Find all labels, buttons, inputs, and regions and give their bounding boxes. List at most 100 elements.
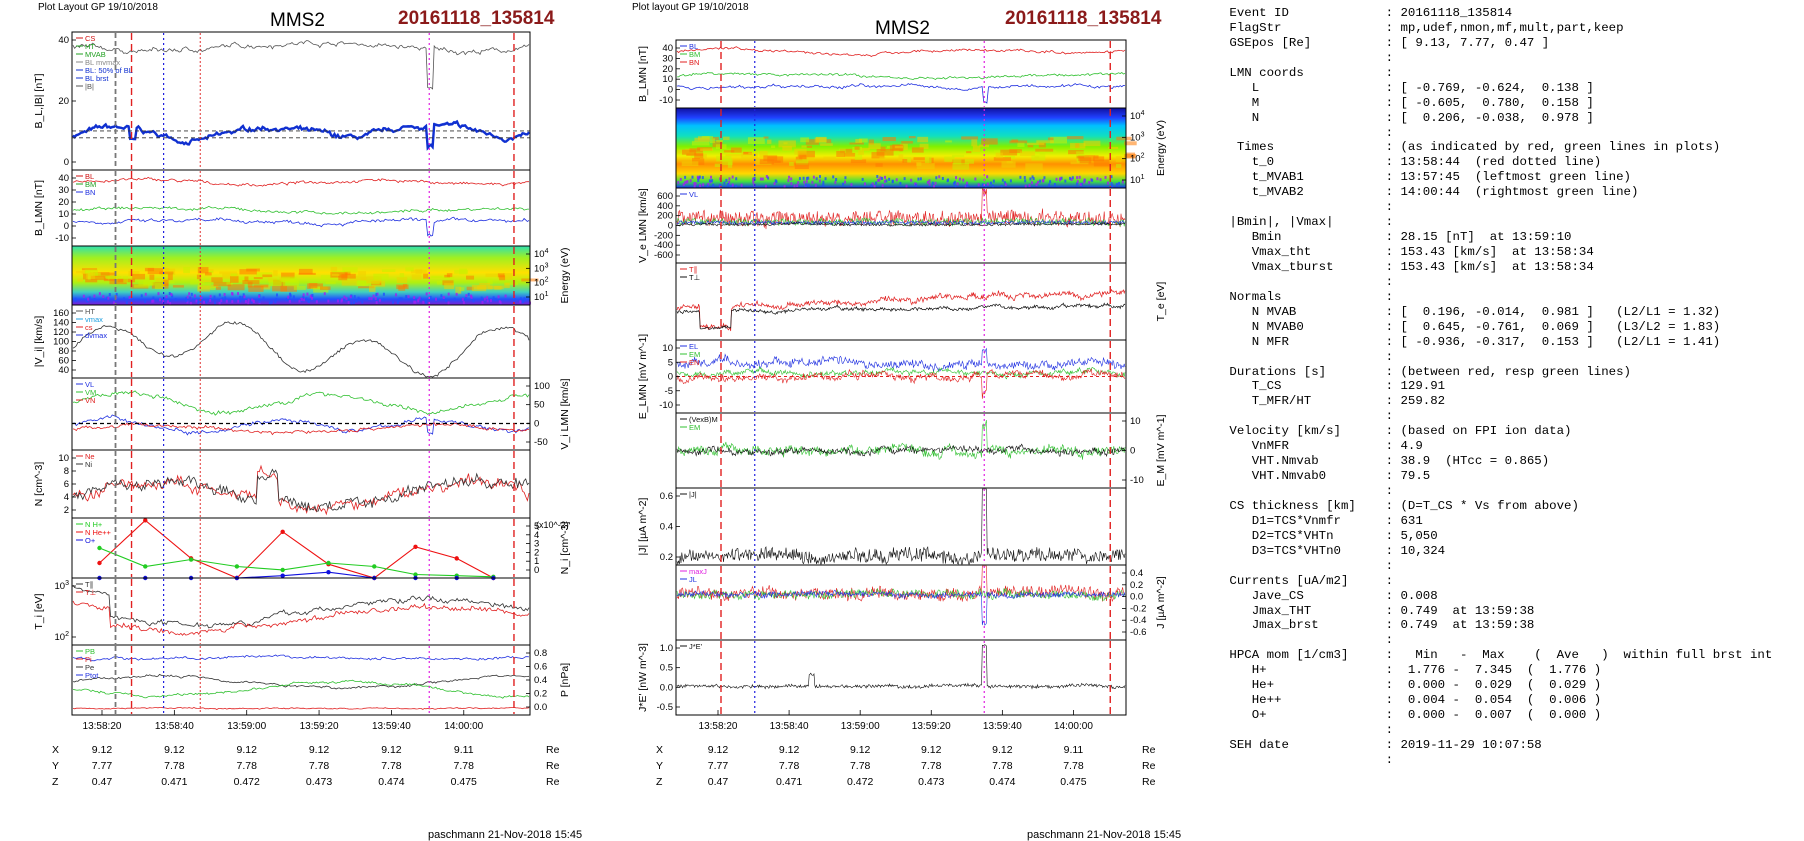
- j-legend-item: |J|: [689, 490, 697, 499]
- spectrogram-blotch: [219, 271, 238, 274]
- info-separator: :: [1385, 289, 1401, 304]
- spectrogram-blotch: [270, 300, 273, 304]
- info-separator: :: [1385, 185, 1401, 200]
- spectrogram-blotch: [818, 175, 821, 179]
- spectrogram-blotch: [880, 146, 886, 152]
- info-separator: :: [1385, 140, 1401, 155]
- info-key: [1222, 350, 1386, 364]
- spectrogram-blotch: [169, 301, 172, 305]
- ephemeris-value: 9.12: [381, 744, 402, 756]
- info-value: 4.9: [1400, 439, 1423, 454]
- info-value: (between red, resp green lines): [1400, 364, 1631, 379]
- spectrogram-blotch: [747, 137, 765, 144]
- spectrogram-blotch: [480, 296, 483, 300]
- ephemeris-value: 9.12: [309, 744, 330, 756]
- info-key: Currents [uA/m2]: [1222, 573, 1386, 588]
- spectrogram-blotch: [966, 151, 972, 154]
- spec-ylabel: Energy (eV): [1155, 120, 1167, 176]
- ephemeris-value: 9.11: [1064, 744, 1084, 756]
- spectrogram-blotch: [763, 136, 769, 139]
- vi-legend-item: dvmax: [85, 331, 107, 340]
- info-row: t_0 : 13:58:44 (red dotted line): [1222, 155, 1772, 170]
- spectrogram-blotch: [698, 175, 701, 179]
- te-ylabel: T_e [eV]: [1155, 282, 1167, 322]
- spectrogram-blotch: [327, 299, 330, 303]
- spectrogram-blotch: [375, 301, 378, 305]
- spectrogram-blotch: [885, 179, 888, 183]
- spectrogram-blotch: [1088, 181, 1091, 185]
- elmn-legend-item: EL: [689, 342, 698, 351]
- n-tick-label: 6: [64, 479, 69, 490]
- info-key: Velocity [km/s]: [1222, 424, 1386, 439]
- spectrogram-blotch: [144, 292, 147, 296]
- spec-tick-label: 104: [534, 248, 549, 260]
- info-row: Jave_CS : 0.008: [1222, 589, 1772, 604]
- spectrogram-blotch: [411, 274, 422, 280]
- info-row: Event ID : 20161118_135814: [1222, 6, 1772, 21]
- info-separator: :: [1385, 274, 1401, 289]
- spectrogram-blotch: [425, 300, 428, 304]
- spectrogram-blotch: [372, 294, 375, 298]
- bl-tick-label: 40: [58, 35, 69, 46]
- spectrogram-blotch: [1039, 179, 1042, 183]
- spectrogram-blotch: [154, 282, 165, 289]
- left-panels-time-label: 13:58:20: [83, 721, 122, 732]
- series-|B|: [72, 40, 530, 90]
- series-JL: [676, 589, 1126, 626]
- elmn-legend-item: EN: [689, 358, 699, 367]
- info-row: O+ : 0.000 - 0.007 ( 0.000 ): [1222, 708, 1772, 723]
- spectrogram-blotch: [1070, 143, 1086, 149]
- left-panels-time-label: 13:59:00: [227, 721, 266, 732]
- spec-tick-label: 103: [534, 262, 549, 274]
- spectrogram-blotch: [727, 182, 730, 186]
- spectrogram-blotch: [459, 287, 465, 292]
- spectrogram-blotch: [708, 179, 711, 183]
- info-separator: :: [1385, 364, 1401, 379]
- spectrogram-blotch: [188, 292, 191, 296]
- spectrogram-blotch: [966, 184, 969, 188]
- spectrogram-blotch: [151, 299, 154, 303]
- spectrogram-blotch: [735, 177, 738, 181]
- spectrogram-blotch: [807, 176, 810, 180]
- spectrogram-blotch: [953, 159, 962, 165]
- spectrogram-blotch: [226, 282, 233, 285]
- spectrogram-blotch: [740, 183, 743, 187]
- spectrogram-blotch: [144, 300, 147, 304]
- spectrogram-blotch: [147, 268, 164, 275]
- panel-frame: [71, 377, 531, 451]
- info-separator: :: [1385, 200, 1401, 215]
- p-tick-label: 0.6: [534, 662, 547, 673]
- spectrogram-blotch: [123, 297, 126, 301]
- spectrogram-blotch: [805, 139, 819, 145]
- spectrogram-blotch: [1025, 163, 1043, 171]
- bl-tick-label: 20: [58, 96, 69, 107]
- spectrogram-blotch: [197, 285, 210, 292]
- spectrogram-blotch: [795, 159, 809, 166]
- spectrogram-blotch: [860, 147, 870, 151]
- spectrogram-blotch: [1064, 179, 1067, 183]
- ephemeris-value: 7.78: [779, 760, 800, 772]
- spectrogram-blotch: [251, 298, 254, 302]
- spectrogram-blotch: [239, 269, 257, 275]
- info-row: :: [1222, 409, 1772, 424]
- elmn-tick-label: -5: [665, 386, 673, 397]
- spectrogram-blotch: [185, 299, 188, 303]
- info-value: 14:00:44 (rightmost green line): [1400, 185, 1639, 200]
- bl-legend-item: |B|: [85, 82, 94, 91]
- info-key: VHT.Nmvab: [1222, 454, 1386, 469]
- info-separator: :: [1385, 424, 1401, 439]
- spectrogram-blotch: [1083, 178, 1086, 182]
- bl-ylabel: B_L,|B| [nT]: [33, 73, 45, 128]
- ephemeris-value: 0.471: [776, 776, 802, 788]
- spectrogram-blotch: [984, 184, 987, 188]
- spectrogram-blotch: [163, 281, 175, 284]
- spectrogram-blotch: [1055, 177, 1058, 181]
- spectrogram-blotch: [355, 299, 358, 303]
- spectrogram-blotch: [183, 266, 191, 274]
- bl-legend-item: BL brst: [85, 74, 109, 83]
- spectrogram-blotch: [888, 177, 891, 181]
- spectrogram-blotch: [75, 271, 87, 274]
- spectrogram-blotch: [1106, 181, 1109, 185]
- ephemeris-value: 7.78: [236, 760, 257, 772]
- spectrogram-blotch: [164, 268, 170, 271]
